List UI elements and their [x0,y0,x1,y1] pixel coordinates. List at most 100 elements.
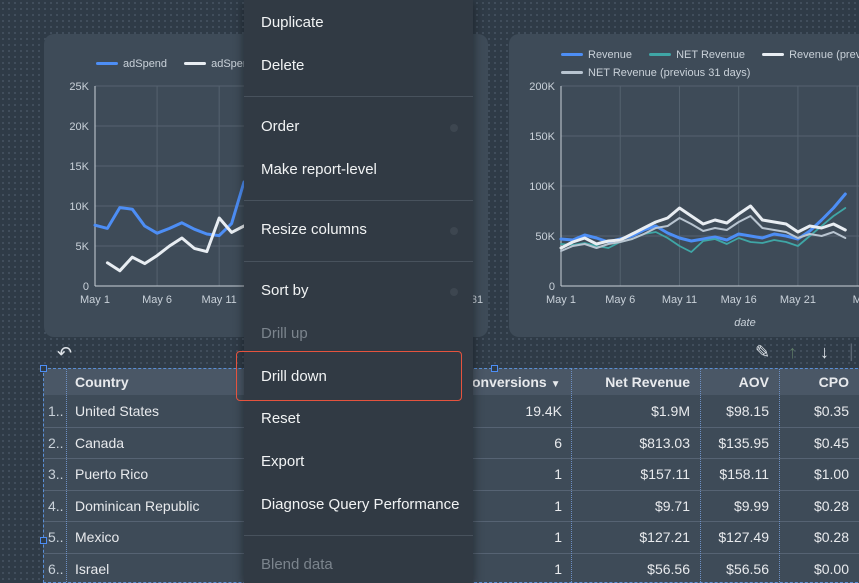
menu-item-resize-columns[interactable]: Resize columns [261,221,367,238]
table-row[interactable]: 3.. Puerto Rico 1 $157.11 $158.11 $1.00 [44,458,859,490]
menu-item-diagnose-query-performance[interactable]: Diagnose Query Performance [261,496,460,513]
menu-item-blend-data: Blend data [261,556,333,573]
menu-item-export[interactable]: Export [261,453,305,470]
x-tick-label: May 11 [202,294,237,306]
drill-down-highlight-box [236,351,462,401]
row-index: 6.. [48,560,64,577]
legend-swatch [762,53,785,56]
table-row[interactable]: 5.. Mexico 1 $127.21 $127.49 $0.28 [44,521,859,553]
table-row[interactable]: 1.. United States 19.4K $1.9M $98.15 $0.35 [44,395,859,427]
series-line-0 [93,180,246,238]
col-header-cpo[interactable]: CPO [818,374,849,390]
menu-separator [244,535,473,536]
cell-country: Puerto Rico [75,466,149,482]
y-tick-label: 0 [549,281,555,293]
undo-icon[interactable]: ↶ [57,343,73,363]
y-tick-label: 100K [529,181,555,193]
col-header-net-revenue[interactable]: Net Revenue [605,374,690,390]
legend-item-adspend: adSpend [96,58,167,70]
x-tick-label: M [853,294,859,306]
row-index: 3.. [48,466,64,482]
series-line-3 [560,215,847,252]
column-divider [779,369,780,582]
revenue-legend-row-1: Revenue NET Revenue Revenue (previ [561,47,859,61]
menu-item-make-report-level[interactable]: Make report-level [261,161,377,178]
resize-handle-top-left[interactable] [40,365,47,372]
pencil-icon[interactable]: ✎ [755,342,771,362]
menu-item-drill-down[interactable]: Drill down [261,368,327,385]
cell-aov: $158.11 [719,466,769,482]
cell-cpo: $1.00 [813,466,849,482]
col-header-aov[interactable]: AOV [738,374,769,390]
legend-item-adspend-prev: adSper [184,57,247,70]
revenue-legend-row-2: NET Revenue (previous 31 days) [561,65,764,79]
col-header-conversions-label: onversions [472,374,547,390]
menu-item-order[interactable]: Order [261,118,300,135]
resize-handle-top-mid[interactable] [491,365,498,372]
legend-item-revenue: Revenue [561,49,632,61]
x-tick-label: May 1 [80,294,110,306]
legend-swatch [649,53,672,56]
table-row[interactable]: 2.. Canada 6 $813.03 $135.95 $0.45 [44,427,859,459]
cell-conversions: 1 [554,529,562,545]
cell-net-revenue: $1.9M [651,403,690,419]
y-tick-label: 15K [69,161,89,173]
series-line-0 [559,192,847,244]
submenu-indicator-icon [450,124,458,132]
x-tick-label: May 6 [142,294,172,306]
table-row[interactable]: 6.. Israel 1 $56.56 $56.56 $0.00 [44,553,859,583]
cell-country: Dominican Republic [75,497,200,514]
context-menu: Duplicate Delete Order Make report-level… [244,0,473,583]
cell-aov: $127.49 [718,529,769,545]
menu-item-duplicate[interactable]: Duplicate [261,14,324,31]
x-tick-label-partial: 31 [471,294,483,306]
menu-item-delete[interactable]: Delete [261,57,305,74]
menu-item-drill-up: Drill up [261,325,308,342]
revenue-chart-card[interactable]: Revenue NET Revenue Revenue (previ NET R… [509,34,859,337]
legend-swatch [561,71,583,74]
y-tick-label: 20K [69,121,89,133]
legend-item-net-revenue: NET Revenue [649,49,745,61]
legend-label: NET Revenue [676,48,745,61]
legend-label: Revenue (previ [789,48,859,61]
col-header-conversions[interactable]: onversions ▼ [472,374,561,390]
menu-item-sort-by[interactable]: Sort by [261,282,309,299]
column-divider [66,369,67,582]
legend-label: adSper [211,57,247,70]
col-header-country[interactable]: Country [75,374,129,390]
legend-item-revenue-prev: Revenue (previ [762,49,859,61]
y-tick-label: 10K [69,201,89,213]
row-index: 2.. [48,434,64,451]
column-divider [700,369,701,582]
menu-separator [244,261,473,262]
x-tick-label: May 16 [721,294,757,306]
column-divider [571,369,572,582]
cell-conversions: 19.4K [525,403,562,419]
cell-cpo: $0.45 [813,434,849,451]
menu-item-reset[interactable]: Reset [261,410,301,427]
cell-net-revenue: $127.21 [639,529,690,545]
table-row[interactable]: 4.. Dominican Republic 1 $9.71 $9.99 $0.28 [44,490,859,522]
legend-label: NET Revenue (previous 31 days) [588,66,751,79]
legend-swatch [184,62,207,65]
legend-label: adSpend [123,57,168,70]
resize-handle-mid-left[interactable] [40,537,47,544]
adspend-legend: adSpend adSper [96,56,261,70]
cell-net-revenue: $9.71 [654,497,690,514]
series-line-2 [559,204,847,250]
legend-swatch [96,62,118,65]
y-tick-label: 5K [76,241,90,253]
arrow-down-icon[interactable]: ↓ [820,342,829,362]
arrow-up-icon[interactable]: ↑ [788,342,797,362]
series-line-1 [560,207,847,253]
y-tick-label: 150K [529,131,555,143]
cell-country: Mexico [75,529,120,545]
x-axis-title: date [734,317,755,329]
menu-separator [244,200,473,201]
x-tick-label: May 1 [546,294,576,306]
cell-country: Canada [75,434,125,451]
x-tick-label: May 6 [605,294,635,306]
submenu-indicator-icon [450,227,458,235]
cell-conversions: 1 [554,497,562,514]
